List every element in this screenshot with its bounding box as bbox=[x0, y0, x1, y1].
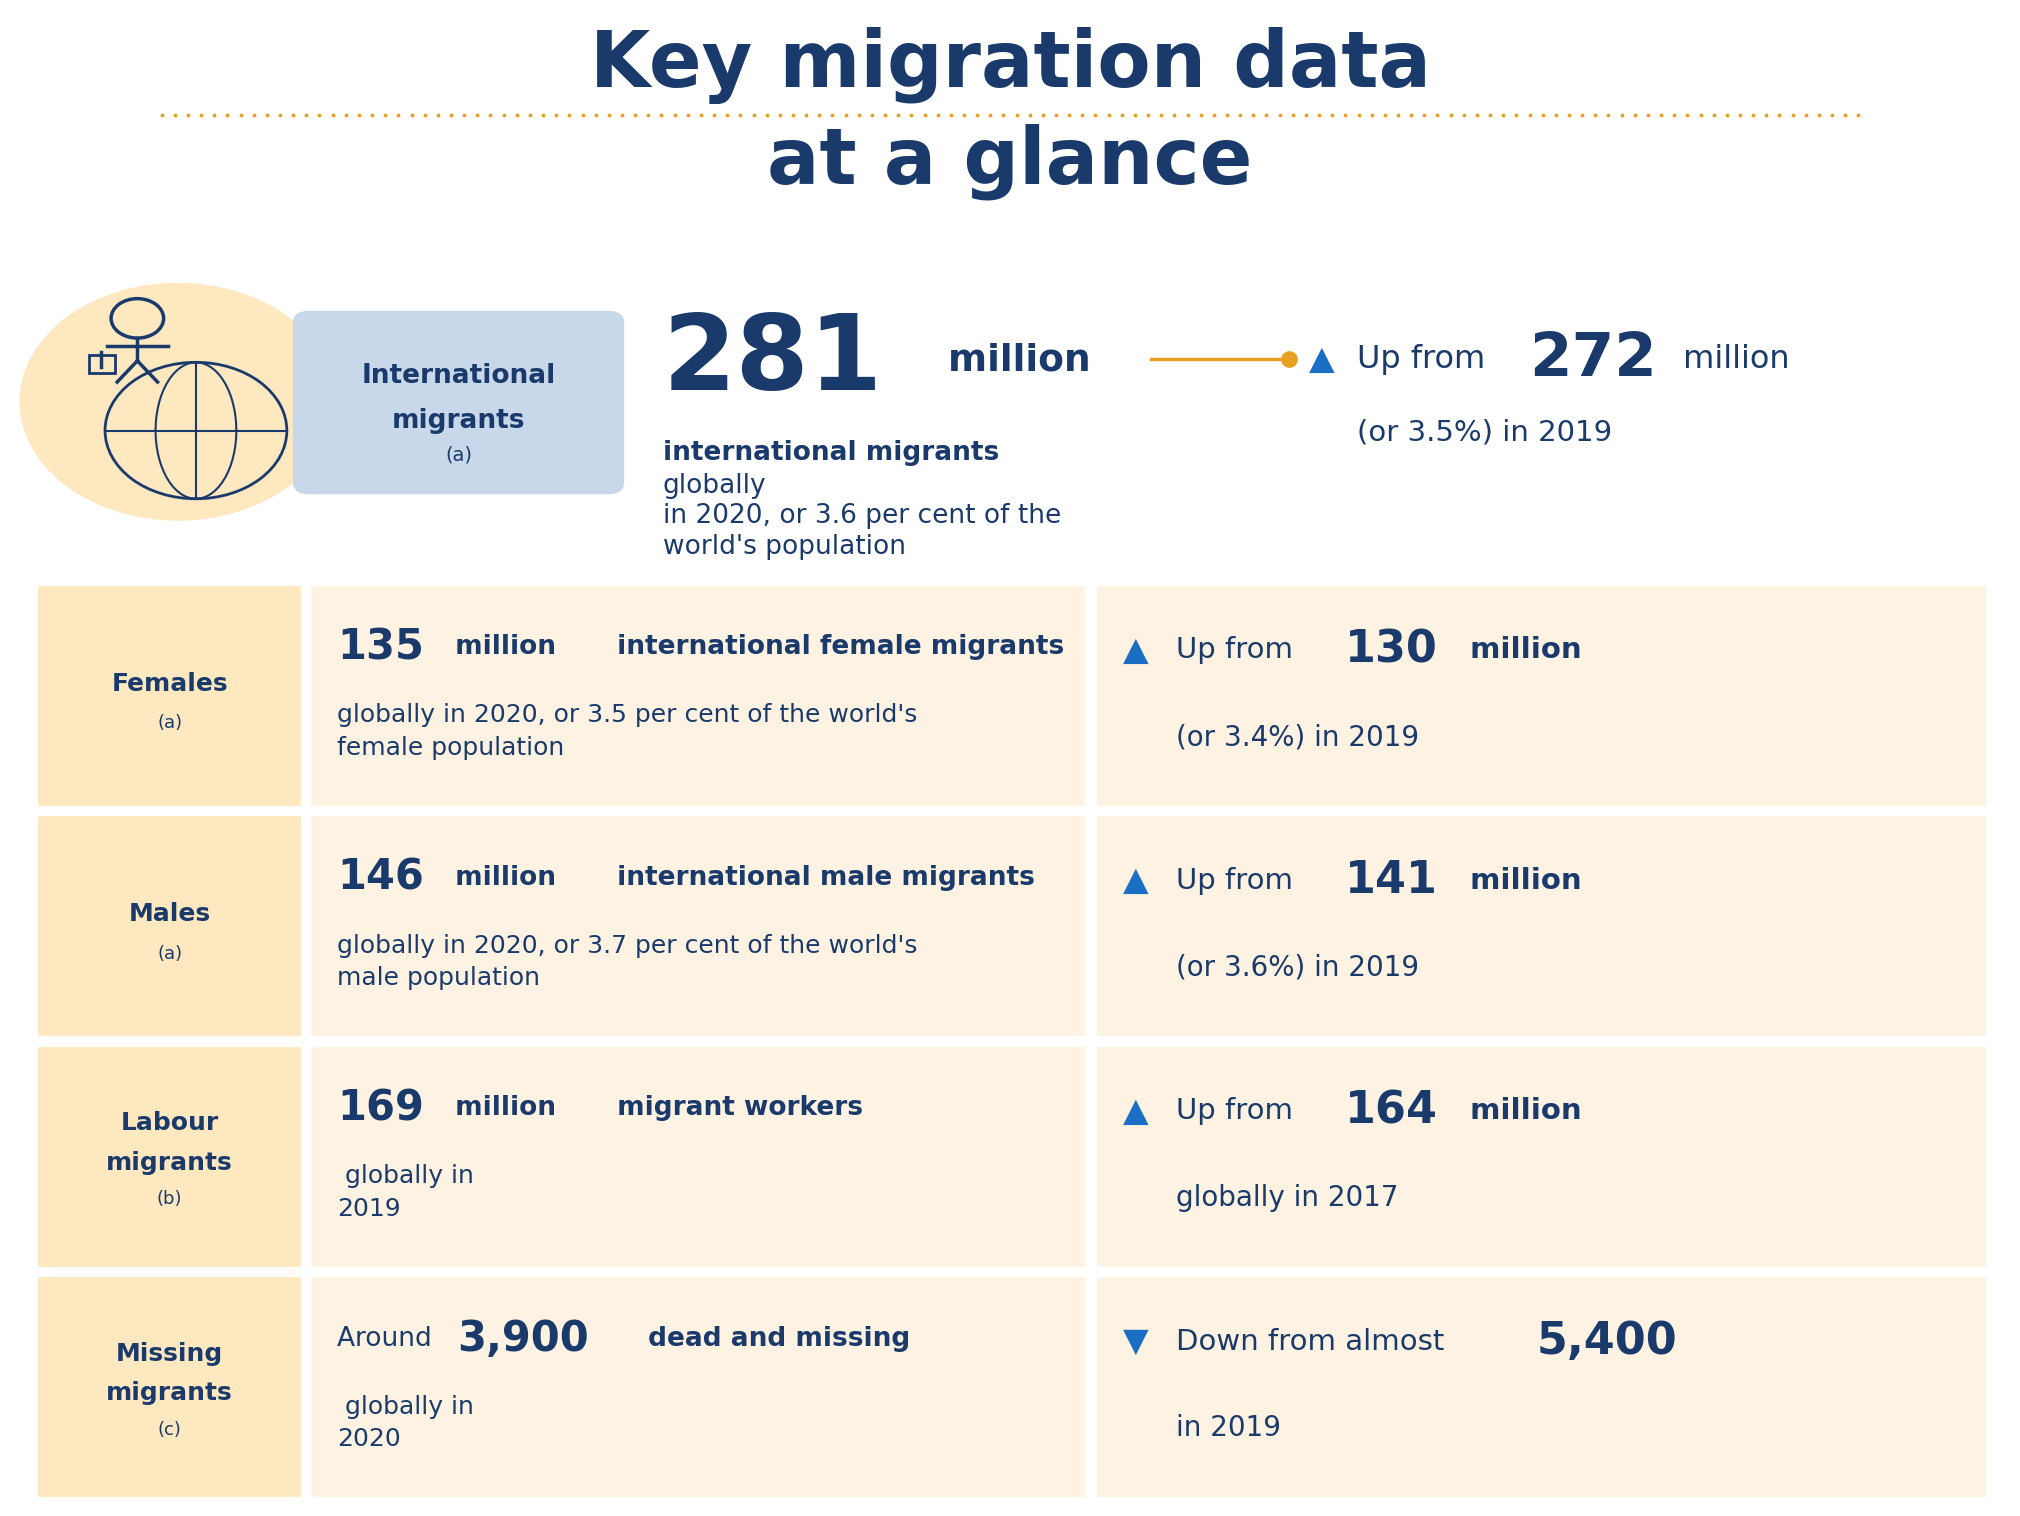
FancyBboxPatch shape bbox=[309, 814, 1087, 1038]
Text: million: million bbox=[1673, 344, 1790, 374]
Text: 141: 141 bbox=[1345, 860, 1438, 902]
Text: globally in
2020: globally in 2020 bbox=[337, 1395, 475, 1451]
FancyBboxPatch shape bbox=[36, 814, 303, 1038]
Text: 5,400: 5,400 bbox=[1537, 1320, 1677, 1363]
Text: Labour: Labour bbox=[121, 1111, 218, 1135]
Text: million: million bbox=[1460, 637, 1582, 664]
Text: 130: 130 bbox=[1345, 629, 1438, 672]
Text: at a glance: at a glance bbox=[768, 124, 1252, 200]
FancyBboxPatch shape bbox=[309, 1275, 1087, 1499]
Text: million: million bbox=[935, 343, 1091, 379]
Text: ▲: ▲ bbox=[1309, 343, 1335, 376]
FancyBboxPatch shape bbox=[1095, 814, 1988, 1038]
FancyBboxPatch shape bbox=[36, 1045, 303, 1269]
Text: 146: 146 bbox=[337, 857, 424, 899]
Text: Missing: Missing bbox=[115, 1342, 224, 1366]
Text: globally: globally bbox=[663, 473, 766, 499]
Text: (or 3.4%) in 2019: (or 3.4%) in 2019 bbox=[1176, 723, 1418, 750]
FancyBboxPatch shape bbox=[293, 311, 624, 494]
Text: 3,900: 3,900 bbox=[457, 1317, 590, 1360]
Text: million: million bbox=[1460, 1098, 1582, 1125]
Text: Around: Around bbox=[337, 1325, 440, 1352]
Text: migrant workers: migrant workers bbox=[608, 1095, 863, 1122]
FancyBboxPatch shape bbox=[309, 584, 1087, 808]
Circle shape bbox=[20, 283, 335, 520]
Text: Up from: Up from bbox=[1176, 1098, 1303, 1125]
FancyBboxPatch shape bbox=[309, 1045, 1087, 1269]
FancyBboxPatch shape bbox=[36, 1275, 303, 1499]
Text: 281: 281 bbox=[663, 309, 883, 412]
Text: 272: 272 bbox=[1529, 330, 1656, 388]
Text: globally in
2019: globally in 2019 bbox=[337, 1164, 475, 1220]
Text: migrants: migrants bbox=[107, 1151, 232, 1175]
Text: Up from: Up from bbox=[1176, 637, 1303, 664]
FancyBboxPatch shape bbox=[1095, 1045, 1988, 1269]
Text: globally in 2020, or 3.5 per cent of the world's
female population: globally in 2020, or 3.5 per cent of the… bbox=[337, 703, 917, 760]
Text: million: million bbox=[446, 1095, 556, 1122]
Text: (a): (a) bbox=[158, 714, 182, 732]
Text: International: International bbox=[362, 362, 556, 390]
Text: dead and missing: dead and missing bbox=[638, 1325, 911, 1352]
Text: million: million bbox=[446, 634, 556, 661]
Text: Down from almost: Down from almost bbox=[1176, 1328, 1452, 1355]
Text: globally in 2020, or 3.7 per cent of the world's
male population: globally in 2020, or 3.7 per cent of the… bbox=[337, 934, 917, 990]
FancyBboxPatch shape bbox=[1095, 1275, 1988, 1499]
Text: 135: 135 bbox=[337, 626, 424, 669]
Text: (or 3.6%) in 2019: (or 3.6%) in 2019 bbox=[1176, 954, 1418, 981]
Text: Males: Males bbox=[129, 902, 210, 926]
Text: (a): (a) bbox=[444, 446, 473, 464]
Text: (a): (a) bbox=[158, 944, 182, 963]
Text: 164: 164 bbox=[1345, 1090, 1438, 1132]
Text: (c): (c) bbox=[158, 1420, 182, 1439]
Text: international female migrants: international female migrants bbox=[608, 634, 1065, 661]
Text: migrants: migrants bbox=[392, 408, 525, 435]
Text: in 2020, or 3.6 per cent of the: in 2020, or 3.6 per cent of the bbox=[663, 503, 1060, 529]
Text: globally in 2017: globally in 2017 bbox=[1176, 1184, 1398, 1211]
Text: world's population: world's population bbox=[663, 534, 905, 559]
Text: Up from: Up from bbox=[1176, 867, 1303, 894]
Text: ▲: ▲ bbox=[1123, 864, 1149, 897]
Text: ▼: ▼ bbox=[1123, 1325, 1149, 1358]
Text: million: million bbox=[446, 864, 556, 891]
Text: migrants: migrants bbox=[107, 1381, 232, 1405]
Text: Key migration data: Key migration data bbox=[590, 27, 1430, 103]
Text: ▲: ▲ bbox=[1123, 634, 1149, 667]
Text: Females: Females bbox=[111, 672, 228, 696]
FancyBboxPatch shape bbox=[36, 584, 303, 808]
Text: in 2019: in 2019 bbox=[1176, 1414, 1281, 1442]
Text: ▲: ▲ bbox=[1123, 1095, 1149, 1128]
Text: international migrants: international migrants bbox=[663, 440, 998, 465]
Text: 169: 169 bbox=[337, 1087, 424, 1129]
Text: Up from: Up from bbox=[1357, 344, 1497, 374]
Text: (or 3.5%) in 2019: (or 3.5%) in 2019 bbox=[1357, 418, 1612, 446]
FancyBboxPatch shape bbox=[1095, 584, 1988, 808]
Text: million: million bbox=[1460, 867, 1582, 894]
Text: international male migrants: international male migrants bbox=[608, 864, 1034, 891]
Text: (b): (b) bbox=[158, 1190, 182, 1208]
